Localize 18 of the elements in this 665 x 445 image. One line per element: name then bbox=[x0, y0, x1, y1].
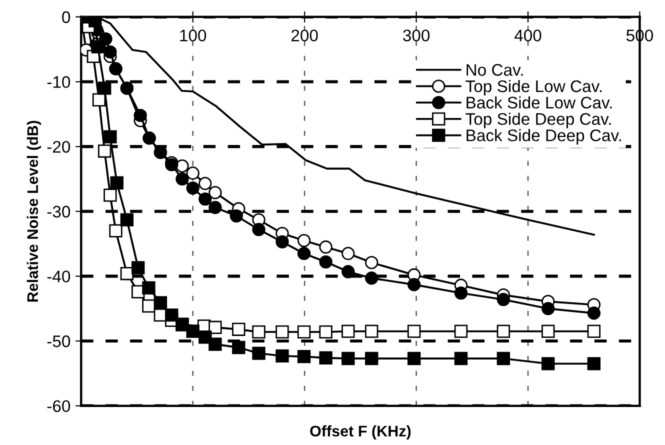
y-tick-label: -50 bbox=[47, 335, 70, 348]
y-tick-label: -20 bbox=[47, 140, 70, 153]
y-tick-label: -10 bbox=[47, 76, 70, 88]
x-tick-label: 200 bbox=[292, 30, 318, 42]
x-tick-label: 400 bbox=[514, 30, 542, 42]
legend-label: No Cav. bbox=[466, 64, 523, 76]
y-axis-title: Relative Noise Level (dB) bbox=[26, 120, 42, 302]
y-tick-label: 0 bbox=[62, 11, 70, 24]
y-tick-label: -60 bbox=[47, 400, 70, 412]
x-tick-label: 300 bbox=[403, 30, 430, 42]
legend-label: Back Side Deep Cav. bbox=[466, 129, 621, 145]
legend-label: Top Side Deep Cav. bbox=[466, 112, 611, 128]
y-tick-label: -40 bbox=[47, 270, 70, 282]
legend-label: Back Side Low Cav. bbox=[466, 96, 612, 109]
x-tick-label: 100 bbox=[180, 30, 206, 42]
y-tick-label: -30 bbox=[47, 206, 70, 218]
x-axis-title: Offset F (KHz) bbox=[310, 425, 411, 440]
legend-label: Top Side Low Cav. bbox=[466, 80, 602, 96]
